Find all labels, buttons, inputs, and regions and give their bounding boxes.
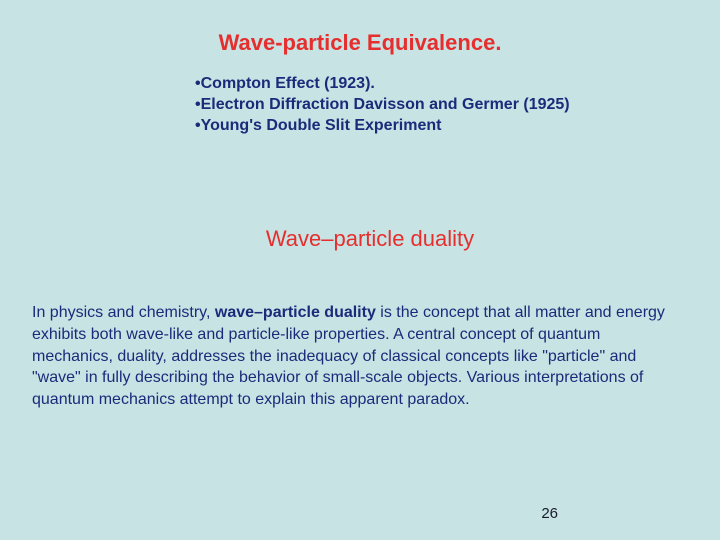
page-number: 26: [541, 505, 558, 522]
title-period: .: [495, 30, 501, 55]
bullet-item: •Young's Double Slit Experiment: [195, 116, 630, 137]
title-text: Wave-particle Equivalence: [219, 30, 496, 55]
body-paragraph: In physics and chemistry, wave–particle …: [32, 302, 670, 410]
body-prefix: In physics and chemistry,: [32, 304, 215, 321]
slide-container: Wave-particle Equivalence. •Compton Effe…: [0, 0, 720, 540]
bullet-text: Electron Diffraction Davisson and Germer…: [201, 96, 570, 113]
body-bold-term: wave–particle duality: [215, 304, 376, 321]
slide-subtitle: Wave–particle duality: [50, 226, 690, 252]
bullet-item: •Electron Diffraction Davisson and Germe…: [195, 95, 630, 116]
bullet-text: Compton Effect (1923).: [201, 75, 375, 92]
bullet-item: •Compton Effect (1923).: [195, 74, 630, 95]
bullet-text: Young's Double Slit Experiment: [201, 117, 442, 134]
bullet-list: •Compton Effect (1923). •Electron Diffra…: [195, 74, 630, 136]
slide-title: Wave-particle Equivalence.: [100, 30, 620, 56]
